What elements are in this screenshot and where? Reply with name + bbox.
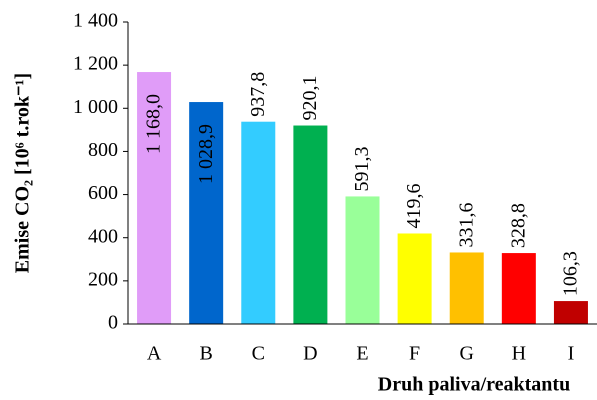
bar bbox=[449, 252, 484, 324]
bar bbox=[241, 121, 276, 324]
x-tick-label: D bbox=[303, 343, 317, 365]
y-tick-label: 400 bbox=[88, 225, 118, 247]
bar bbox=[137, 72, 172, 324]
y-tick-label: 1 200 bbox=[73, 53, 118, 75]
y-tick-label: 800 bbox=[88, 139, 118, 161]
x-tick-label: I bbox=[568, 343, 575, 365]
x-tick-label: F bbox=[409, 343, 420, 365]
y-axis-title: Emise CO₂ [10⁶ t.rok⁻¹] bbox=[12, 73, 34, 273]
y-tick-label: 0 bbox=[108, 312, 118, 334]
bar bbox=[501, 253, 536, 324]
x-tick-label: H bbox=[512, 343, 526, 365]
value-label: 331,6 bbox=[455, 202, 477, 247]
x-tick-label: A bbox=[147, 343, 162, 365]
value-label: 1 168,0 bbox=[143, 94, 165, 154]
value-label: 920,1 bbox=[299, 76, 321, 121]
y-tick-label: 200 bbox=[88, 268, 118, 290]
x-tick-label: C bbox=[252, 343, 265, 365]
y-tick-label: 1 000 bbox=[73, 96, 118, 118]
x-axis-title: Druh paliva/reaktantu bbox=[378, 374, 570, 396]
value-label: 106,3 bbox=[560, 251, 582, 296]
y-tick-label: 600 bbox=[88, 182, 118, 204]
value-label: 419,6 bbox=[403, 183, 425, 228]
y-tick-label: 1 400 bbox=[73, 10, 118, 32]
bar bbox=[553, 301, 588, 324]
value-label: 328,8 bbox=[507, 203, 529, 248]
value-label: 937,8 bbox=[247, 72, 269, 117]
x-tick-label: G bbox=[459, 343, 473, 365]
bar bbox=[293, 125, 328, 324]
x-tick-label: B bbox=[199, 343, 212, 365]
value-label: 591,3 bbox=[351, 146, 373, 191]
x-tick-label: E bbox=[356, 343, 368, 365]
bar bbox=[345, 196, 380, 324]
bar bbox=[189, 102, 224, 324]
value-label: 1 028,9 bbox=[195, 124, 217, 184]
bar bbox=[397, 233, 432, 324]
